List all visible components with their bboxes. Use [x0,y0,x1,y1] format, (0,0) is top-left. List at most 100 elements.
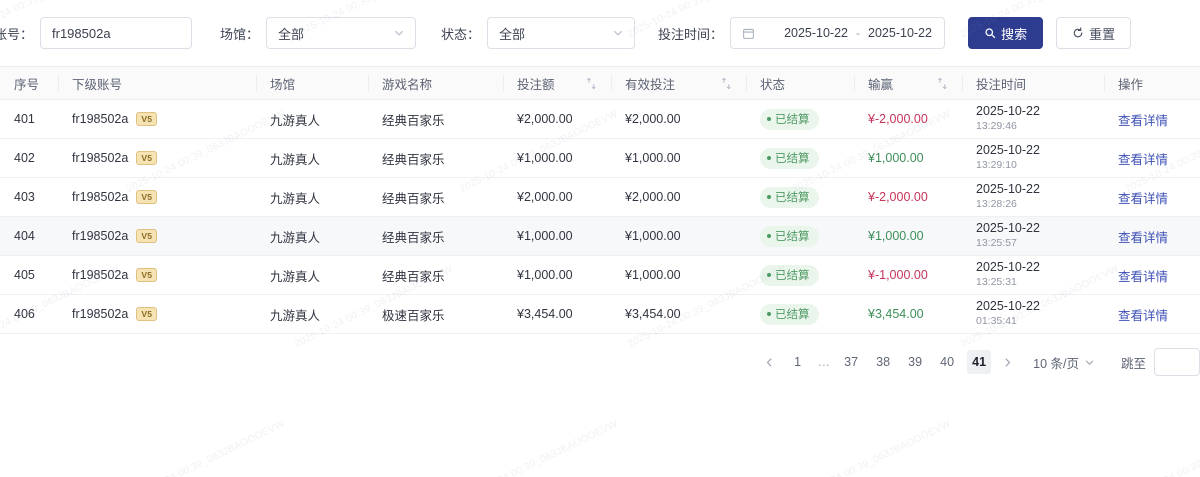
table-row: 406 fr198502a V5 九游真人 极速百家乐 ¥3,454.00 ¥3… [0,294,1200,334]
account-name: fr198502a [72,112,129,126]
reset-button[interactable]: 重置 [1056,17,1132,49]
col-header-action: 操作 [1104,66,1200,100]
col-label-bet-time: 投注时间 [976,77,1027,92]
filter-venue: 场馆： 全部 [220,17,417,49]
vip-level-badge: V5 [136,229,158,243]
col-header-valid-bet[interactable]: 有效投注 [611,66,746,100]
venue-select[interactable]: 全部 [266,17,417,49]
status-dot-icon [767,234,771,238]
bet-time-start: 2025-10-22 [784,26,849,40]
winloss-amount: ¥1,000.00 [868,151,924,165]
bet-clock: 13:29:46 [976,119,1017,132]
cell-bet: ¥1,000.00 [503,138,611,178]
table-row: 402 fr198502a V5 九游真人 经典百家乐 ¥1,000.00 ¥1… [0,138,1200,178]
view-detail-link[interactable]: 查看详情 [1118,191,1169,206]
cell-game: 经典百家乐 [368,138,503,178]
table-row: 405 fr198502a V5 九游真人 经典百家乐 ¥1,000.00 ¥1… [0,255,1200,295]
bet-time-range-picker[interactable]: 2025-10-22 - 2025-10-22 [730,17,946,49]
page-size-select[interactable]: 10 条/页 [1033,353,1095,372]
vip-level-badge: V5 [136,190,158,204]
col-label-idx: 序号 [14,77,40,92]
col-header-game: 游戏名称 [368,66,503,100]
pagination: 1 … 37 38 39 40 41 10 条/页 跳至 [0,334,1200,390]
cell-bet: ¥3,454.00 [503,294,611,334]
cell-game: 极速百家乐 [368,294,503,334]
cell-bet: ¥1,000.00 [503,216,611,256]
winloss-amount: ¥-2,000.00 [868,112,928,126]
cell-account: fr198502a V5 [58,255,256,295]
status-badge: 已结算 [760,108,819,130]
cell-bet-time: 2025-10-22 13:29:46 [962,99,1104,139]
vip-level-badge: V5 [136,307,158,321]
status-select[interactable]: 全部 [487,17,636,49]
cell-bet-time: 2025-10-22 13:25:57 [962,216,1104,256]
chevron-right-icon [1005,358,1010,366]
records-table-container: 序号 下级账号 场馆 游戏名称 投注额 有效投注 状态 [0,66,1200,334]
chevron-down-icon [614,30,623,36]
jump-to-label: 跳至 [1120,356,1146,371]
cell-idx: 403 [0,177,58,217]
chevron-down-icon [1085,360,1094,365]
view-detail-link[interactable]: 查看详情 [1118,308,1169,323]
col-header-bet[interactable]: 投注额 [503,66,611,100]
date-range-separator: - [856,26,861,40]
view-detail-link[interactable]: 查看详情 [1118,230,1169,245]
cell-valid-bet: ¥1,000.00 [611,255,746,295]
filter-bet-time: 投注时间： 2025-10-22 - 2025-10-22 [658,17,946,49]
view-detail-link[interactable]: 查看详情 [1118,113,1169,128]
pagination-page-41-active[interactable]: 41 [967,350,992,374]
status-dot-icon [767,117,771,121]
table-body: 401 fr198502a V5 九游真人 经典百家乐 ¥2,000.00 ¥2… [0,99,1200,334]
table-header: 序号 下级账号 场馆 游戏名称 投注额 有效投注 状态 [0,66,1200,100]
pagination-next-button[interactable] [995,350,1019,374]
account-input[interactable]: fr198502a [40,17,193,49]
cell-game: 经典百家乐 [368,255,503,295]
cell-action: 查看详情 [1104,216,1200,256]
sort-icon[interactable] [937,77,948,90]
cell-idx: 401 [0,99,58,139]
winloss-amount: ¥-2,000.00 [868,190,928,204]
cell-venue: 九游真人 [256,177,368,217]
account-name: fr198502a [72,307,129,321]
col-label-winloss: 输赢 [868,77,894,92]
view-detail-link[interactable]: 查看详情 [1118,269,1169,284]
status-dot-icon [767,156,771,160]
watermark-text: 2025-10-24 00:39_063JBAOOOEVW [125,418,287,477]
cell-game: 经典百家乐 [368,177,503,217]
pagination-page-1[interactable]: 1 [794,355,802,369]
cell-winloss: ¥1,000.00 [854,138,962,178]
cell-venue: 九游真人 [256,255,368,295]
sort-icon[interactable] [721,77,732,90]
jump-to-input[interactable] [1154,348,1200,376]
bet-clock: 13:25:31 [976,275,1017,288]
cell-idx: 404 [0,216,58,256]
pagination-page-38[interactable]: 38 [876,355,891,369]
col-label-action: 操作 [1118,77,1144,92]
status-badge-label: 已结算 [775,231,810,243]
col-header-idx: 序号 [0,66,58,100]
filter-toolbar: 账号： fr198502a 场馆： 全部 状态： 全部 [0,0,1200,66]
search-button[interactable]: 搜索 [968,17,1044,49]
view-detail-link[interactable]: 查看详情 [1118,152,1169,167]
status-dot-icon [767,273,771,277]
filter-account: 账号： fr198502a [0,17,193,49]
pagination-ellipsis[interactable]: … [817,355,832,369]
cell-status: 已结算 [746,255,854,295]
vip-level-badge: V5 [136,112,158,126]
cell-winloss: ¥-2,000.00 [854,177,962,217]
status-badge-label: 已结算 [775,153,810,165]
pagination-page-37[interactable]: 37 [844,355,859,369]
status-badge: 已结算 [760,303,819,325]
sort-icon[interactable] [586,77,597,90]
cell-action: 查看详情 [1104,99,1200,139]
bet-date: 2025-10-22 [976,143,1040,158]
cell-venue: 九游真人 [256,138,368,178]
cell-game: 经典百家乐 [368,216,503,256]
pagination-page-39[interactable]: 39 [908,355,923,369]
col-header-winloss[interactable]: 输赢 [854,66,962,100]
table-header-row: 序号 下级账号 场馆 游戏名称 投注额 有效投注 状态 [0,66,1200,100]
pagination-page-40[interactable]: 40 [940,355,955,369]
cell-idx: 405 [0,255,58,295]
pagination-prev-button[interactable] [758,350,782,374]
account-input-value: fr198502a [52,25,111,41]
